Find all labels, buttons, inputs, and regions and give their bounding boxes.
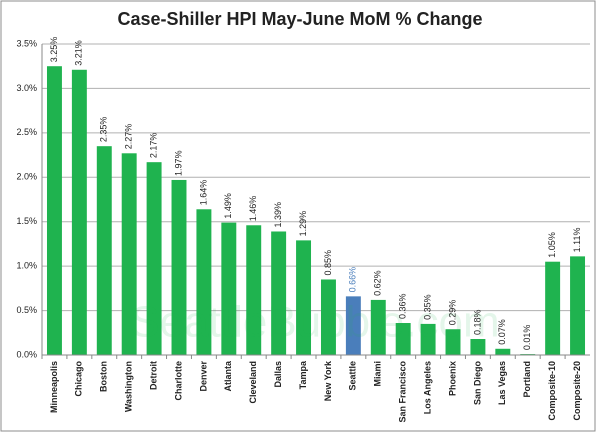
x-tick-label: San Francisco [398,361,408,423]
x-tick-label: San Diego [472,361,482,406]
bar [420,323,436,355]
y-tick-label: 3.0% [16,83,37,93]
bar [320,279,336,355]
watermark: SeattleBubble.com [130,298,499,347]
value-label: 1.11% [572,228,582,253]
x-tick-label: Composite-10 [547,361,557,421]
value-label: 1.05% [547,232,557,258]
value-label: 2.27% [124,124,134,150]
x-tick-label: New York [323,360,333,401]
bar [146,162,162,355]
bar [345,296,361,355]
value-label: 0.29% [447,300,457,326]
x-tick-label: Minneapolis [49,361,59,413]
x-tick-label: Tampa [298,360,308,389]
value-label: 3.21% [74,40,84,66]
bar [46,66,62,355]
bar [395,323,411,355]
bar [196,209,212,355]
x-tick-label: Cleveland [248,361,258,404]
y-tick-label: 1.0% [16,261,37,271]
value-label: 0.35% [422,294,432,320]
x-tick-label: Denver [198,361,208,392]
x-tick-label: Portland [522,361,532,398]
x-tick-label: Boston [99,361,109,392]
value-label: 0.18% [472,309,482,335]
value-label: 0.85% [323,250,333,276]
value-label: 1.49% [223,193,233,219]
x-tick-label: Las Vegas [497,361,507,405]
bar [495,348,511,355]
y-tick-label: 0.0% [16,349,37,359]
x-tick-label: Phoenix [447,361,457,396]
bar [470,339,486,355]
x-tick-label: Seattle [348,361,358,391]
value-label: 1.97% [173,150,183,176]
value-label: 1.46% [248,196,258,222]
value-label: 3.25% [49,37,59,63]
value-label: 0.36% [398,293,408,319]
bar [121,153,137,355]
value-label: 2.17% [148,133,158,159]
x-tick-label: Chicago [74,361,84,397]
bar [570,256,586,355]
x-tick-label: Washington [124,361,134,412]
chart-title: Case-Shiller HPI May-June MoM % Change [117,9,482,29]
bar [71,69,87,356]
y-tick-label: 3.5% [16,38,37,48]
value-label: 2.35% [99,117,109,143]
y-tick-label: 2.5% [16,127,37,137]
x-tick-label: Miami [373,361,383,387]
bar [445,329,461,355]
value-label: 0.07% [497,319,507,345]
bar [246,225,262,355]
bar [171,179,187,355]
x-tick-label: Dallas [273,361,283,388]
y-tick-label: 2.0% [16,172,37,182]
x-tick-label: Charlotte [173,361,183,401]
value-label: 1.29% [298,211,308,237]
bar [296,240,312,355]
y-tick-label: 1.5% [16,216,37,226]
bar [370,299,386,355]
value-label: 0.66% [348,267,358,293]
x-tick-label: Los Angeles [422,361,432,414]
bar [545,261,561,355]
x-tick-label: Atlanta [223,360,233,391]
bar [221,222,237,355]
value-label: 1.64% [198,180,208,206]
x-tick-label: Detroit [148,361,158,390]
value-label: 0.62% [373,270,383,296]
x-tick-label: Composite-20 [572,361,582,421]
value-label: 0.01% [522,325,532,351]
bar [96,146,112,355]
bar [271,231,287,355]
y-tick-label: 0.5% [16,305,37,315]
value-label: 1.39% [273,202,283,228]
